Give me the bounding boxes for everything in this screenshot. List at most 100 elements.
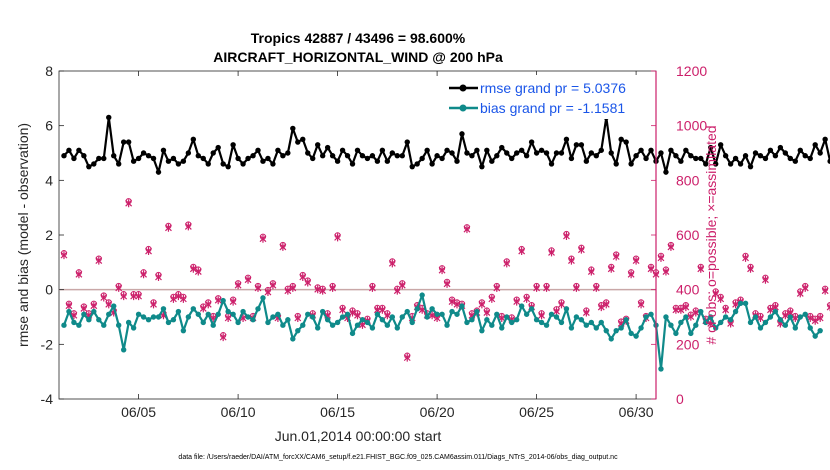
- rmse-point: [250, 153, 256, 159]
- rmse-point: [434, 153, 440, 159]
- obs-assimilated-point: [174, 292, 182, 301]
- rmse-point: [409, 163, 415, 170]
- bias-point: [623, 317, 629, 323]
- obs-assimilated-point: [170, 294, 177, 303]
- bias-point: [76, 322, 82, 328]
- rmse-point: [474, 147, 480, 153]
- rmse-point: [160, 147, 167, 153]
- rmse-point: [215, 144, 221, 151]
- obs-assimilated-point: [314, 285, 322, 294]
- rmse-point: [558, 150, 565, 156]
- bias-point: [319, 308, 326, 315]
- y-left-tick-label: 2: [45, 227, 53, 243]
- obs-assimilated-point: [553, 307, 560, 316]
- obs-assimilated-point: [60, 251, 68, 260]
- obs-assimilated-point: [563, 232, 570, 240]
- rmse-point: [364, 155, 371, 162]
- bias-point: [708, 314, 714, 320]
- rmse-point: [638, 147, 644, 153]
- bias-point: [474, 308, 480, 315]
- bias-point: [533, 317, 540, 323]
- bias-point: [225, 308, 231, 315]
- rmse-point: [404, 139, 410, 145]
- obs-assimilated-point: [677, 305, 685, 314]
- obs-assimilated-point: [478, 300, 486, 309]
- bias-point: [334, 319, 341, 326]
- bias-point: [120, 347, 127, 353]
- rmse-point: [822, 136, 828, 143]
- obs-assimilated-point: [548, 248, 555, 257]
- y-right-tick-label: 1200: [676, 63, 707, 79]
- bias-point: [693, 322, 699, 328]
- obs-assimilated-point: [383, 311, 391, 320]
- bias-point: [290, 336, 296, 342]
- bias-point: [200, 319, 206, 326]
- rmse-point: [66, 147, 72, 153]
- rmse-point: [678, 158, 684, 164]
- obs-assimilated-point: [244, 275, 252, 284]
- rmse-point: [568, 155, 575, 162]
- rmse-point: [86, 163, 92, 170]
- bias-point: [499, 325, 505, 331]
- bias-point: [404, 308, 410, 315]
- bias-point: [812, 333, 818, 339]
- obs-assimilated-point: [259, 234, 267, 243]
- obs-assimilated-point: [543, 283, 550, 292]
- rmse-point: [260, 158, 266, 164]
- bias-point: [787, 314, 794, 320]
- bias-point: [628, 330, 634, 337]
- obs-assimilated-point: [647, 264, 655, 273]
- y-right-tick-label: 800: [676, 172, 700, 188]
- bias-point: [429, 306, 435, 312]
- obs-assimilated-point: [284, 286, 292, 295]
- bias-point: [439, 311, 445, 317]
- bias-point: [140, 314, 147, 320]
- rmse-point: [359, 153, 366, 159]
- rmse-point: [439, 155, 445, 162]
- rmse-point: [205, 161, 211, 167]
- rmse-point: [608, 150, 614, 156]
- bias-point: [354, 322, 361, 328]
- bias-point: [558, 319, 565, 326]
- bias-point: [792, 325, 798, 331]
- rmse-point: [399, 153, 405, 159]
- chart-title-line2: AIRCRAFT_HORIZONTAL_WIND @ 200 hPa: [213, 49, 503, 65]
- bias-point: [698, 308, 704, 315]
- obs-assimilated-point: [140, 270, 147, 279]
- bias-point: [603, 327, 609, 334]
- rmse-point: [155, 169, 162, 175]
- bias-point: [528, 306, 535, 312]
- rmse-point: [344, 153, 351, 159]
- rmse-point: [583, 158, 590, 164]
- bias-point: [185, 314, 192, 320]
- rmse-point: [802, 153, 808, 159]
- rmse-point: [295, 139, 301, 145]
- y-right-tick-label: 0: [676, 391, 684, 407]
- bias-point: [509, 319, 515, 326]
- bias-point: [379, 317, 386, 323]
- y-left-tick-label: -4: [41, 391, 54, 407]
- rmse-point: [717, 142, 724, 148]
- bias-point: [518, 303, 525, 309]
- bias-point: [116, 322, 122, 328]
- obs-assimilated-point: [269, 281, 277, 290]
- obs-assimilated-point: [667, 242, 675, 251]
- bias-point: [613, 327, 619, 334]
- data-file-footer: data file: /Users/raeder/DAI/ATM_forcXX/…: [178, 454, 618, 461]
- legend-rmse-label: rmse grand pr = 5.0376: [480, 80, 626, 96]
- rmse-point: [792, 158, 798, 164]
- bias-point: [339, 314, 346, 320]
- bias-point: [215, 311, 221, 317]
- obs-assimilated-point: [627, 270, 635, 279]
- rmse-point: [175, 161, 182, 167]
- rmse-point: [499, 144, 505, 151]
- obs-assimilated-point: [453, 300, 461, 309]
- bias-point: [101, 322, 107, 328]
- rmse-point: [658, 150, 664, 156]
- rmse-point: [116, 161, 122, 167]
- obs-assimilated-point: [398, 281, 406, 290]
- obs-assimilated-point: [762, 275, 769, 284]
- rmse-point: [71, 155, 77, 162]
- rmse-point: [310, 155, 316, 162]
- bias-point: [489, 322, 495, 328]
